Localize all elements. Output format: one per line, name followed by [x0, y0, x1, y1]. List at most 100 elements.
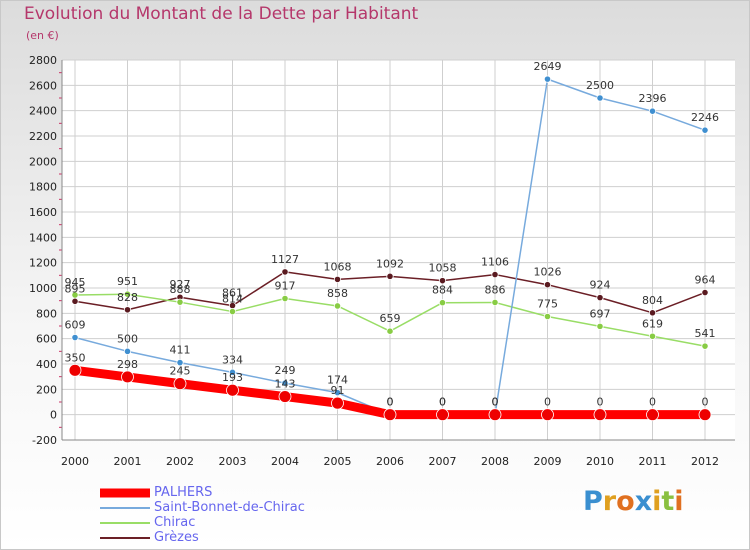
legend-label: Saint-Bonnet-de-Chirac [154, 500, 305, 515]
data-label-chirac: 697 [590, 307, 611, 320]
data-label-saint-bonnet-de-chirac: 609 [65, 319, 86, 332]
data-label-saint-bonnet-de-chirac: 2649 [534, 60, 562, 73]
data-point-chirac [543, 312, 552, 321]
data-point-saint-bonnet-de-chirac [701, 126, 709, 134]
data-label-saint-bonnet-de-chirac: 0 [492, 396, 499, 409]
y-tick-label: 1800 [29, 181, 57, 194]
data-label-chirac: 659 [380, 312, 401, 325]
data-label-gr-zes: 1058 [429, 262, 457, 275]
data-label-palhers: 0 [439, 396, 446, 409]
data-label-gr-zes: 804 [642, 294, 663, 307]
data-point-chirac [438, 299, 447, 307]
brand-logo: Proxiti [583, 486, 684, 517]
data-label-palhers: 0 [649, 396, 656, 409]
chart-title: Evolution du Montant de la Dette par Hab… [24, 4, 419, 24]
x-tick-label: 2008 [481, 455, 509, 468]
data-label-chirac: 917 [275, 280, 296, 293]
data-point-chirac [491, 298, 499, 307]
y-tick-label: 200 [36, 383, 57, 396]
data-point-palhers [436, 408, 449, 422]
y-tick-label: 2800 [29, 54, 57, 67]
x-tick-label: 2012 [691, 455, 719, 468]
data-point-saint-bonnet-de-chirac [543, 75, 552, 83]
brand-letter: i [652, 486, 662, 517]
y-tick-label: 2000 [29, 155, 57, 168]
data-label-saint-bonnet-de-chirac: 500 [117, 332, 138, 345]
data-point-palhers [278, 390, 292, 403]
legend-swatch [100, 488, 150, 497]
data-point-gr-zes [491, 270, 499, 279]
data-point-saint-bonnet-de-chirac [228, 368, 237, 376]
data-label-palhers: 91 [331, 384, 345, 397]
data-point-palhers [488, 408, 502, 422]
legend-swatch [100, 536, 150, 539]
x-tick-label: 2003 [219, 455, 247, 468]
data-label-gr-zes: 1026 [534, 266, 562, 279]
data-label-saint-bonnet-de-chirac: 2396 [639, 92, 667, 105]
data-label-palhers: 245 [170, 365, 191, 378]
legend-swatch [100, 506, 150, 509]
plot-area [62, 60, 735, 440]
data-label-gr-zes: 964 [695, 274, 716, 287]
data-point-chirac [386, 327, 394, 335]
data-label-palhers: 0 [492, 396, 499, 409]
data-point-chirac [281, 294, 289, 303]
data-point-chirac [228, 307, 237, 316]
data-point-gr-zes [386, 272, 394, 280]
data-label-gr-zes: 1092 [376, 257, 404, 270]
data-label-gr-zes: 1068 [324, 260, 352, 273]
brand-letter: P [583, 486, 603, 517]
data-label-saint-bonnet-de-chirac: 334 [222, 353, 243, 366]
data-point-chirac [176, 298, 184, 306]
data-point-saint-bonnet-de-chirac [333, 389, 342, 397]
data-label-palhers: 350 [65, 351, 86, 364]
data-label-palhers: 298 [117, 358, 138, 371]
data-label-saint-bonnet-de-chirac: 411 [170, 344, 191, 357]
data-label-saint-bonnet-de-chirac: 0 [387, 396, 394, 409]
y-tick-label: 400 [36, 358, 57, 371]
legend-label: PALHERS [154, 485, 213, 500]
data-label-chirac: 541 [695, 327, 716, 340]
axes: -200020040060080010001200140016001800200… [29, 54, 735, 468]
data-point-gr-zes [543, 281, 552, 289]
data-point-palhers [541, 408, 554, 422]
y-tick-label: 600 [36, 333, 57, 346]
data-label-chirac: 886 [485, 283, 506, 296]
y-tick-label: 2400 [29, 105, 57, 118]
data-label-chirac: 884 [432, 284, 453, 297]
data-label-gr-zes: 1127 [271, 253, 299, 266]
y-tick-label: 2600 [29, 79, 57, 92]
data-point-gr-zes [438, 277, 447, 285]
brand-letter: i [674, 486, 684, 517]
x-tick-label: 2002 [166, 455, 194, 468]
data-point-gr-zes [648, 309, 657, 317]
y-tick-label: 1600 [29, 206, 57, 219]
y-tick-label: 1200 [29, 257, 57, 270]
x-tick-label: 2005 [324, 455, 352, 468]
y-tick-label: -200 [32, 434, 57, 447]
data-label-gr-zes: 927 [170, 278, 191, 291]
data-point-chirac [123, 290, 132, 298]
series-lines [68, 75, 712, 422]
data-point-chirac [333, 302, 342, 310]
data-label-chirac: 945 [65, 276, 86, 289]
data-point-saint-bonnet-de-chirac [281, 379, 289, 387]
x-tick-label: 2010 [586, 455, 614, 468]
data-point-saint-bonnet-de-chirac [648, 107, 657, 115]
data-point-chirac [701, 342, 709, 350]
data-point-gr-zes [701, 288, 709, 297]
brand-letter: r [602, 486, 617, 517]
data-label-palhers: 0 [597, 396, 604, 409]
data-label-saint-bonnet-de-chirac: 249 [275, 364, 296, 377]
data-point-palhers [226, 383, 239, 397]
data-point-gr-zes [281, 268, 289, 276]
data-point-gr-zes [123, 306, 132, 314]
x-tick-label: 2009 [534, 455, 562, 468]
y-tick-label: 0 [50, 409, 57, 422]
data-label-saint-bonnet-de-chirac: 0 [439, 396, 446, 409]
x-tick-label: 2006 [376, 455, 404, 468]
data-label-chirac: 951 [117, 275, 138, 288]
data-label-chirac: 888 [170, 283, 191, 296]
x-tick-label: 2007 [429, 455, 457, 468]
